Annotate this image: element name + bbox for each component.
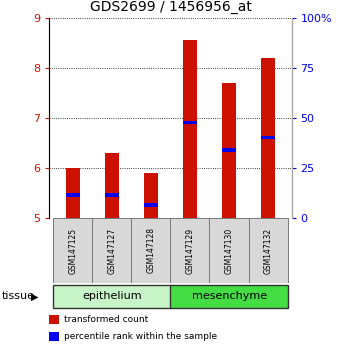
Text: GSM147130: GSM147130 — [225, 227, 234, 274]
Bar — [66, 193, 80, 197]
Bar — [261, 136, 275, 139]
Bar — [131, 218, 170, 282]
Text: mesenchyme: mesenchyme — [192, 291, 267, 302]
Bar — [222, 148, 236, 152]
Bar — [53, 218, 92, 282]
Text: GSM147129: GSM147129 — [186, 227, 194, 274]
Bar — [249, 218, 288, 282]
Bar — [222, 83, 236, 218]
Bar — [261, 58, 275, 218]
Bar — [53, 285, 170, 308]
Text: epithelium: epithelium — [82, 291, 142, 302]
Bar — [209, 218, 249, 282]
Text: GSM147127: GSM147127 — [107, 227, 116, 274]
Text: ▶: ▶ — [31, 291, 39, 302]
Title: GDS2699 / 1456956_at: GDS2699 / 1456956_at — [90, 0, 251, 14]
Bar — [183, 40, 197, 218]
Bar — [170, 285, 288, 308]
Bar — [144, 204, 158, 207]
Text: tissue: tissue — [2, 291, 35, 302]
Bar — [92, 218, 132, 282]
Bar — [144, 173, 158, 218]
Text: GSM147128: GSM147128 — [147, 228, 155, 273]
Text: GSM147132: GSM147132 — [264, 227, 272, 274]
Bar — [170, 218, 210, 282]
Bar — [105, 153, 119, 218]
Bar — [105, 193, 119, 197]
Text: GSM147125: GSM147125 — [69, 227, 77, 274]
Bar — [183, 121, 197, 125]
Text: transformed count: transformed count — [64, 315, 148, 324]
Bar — [66, 168, 80, 218]
Text: percentile rank within the sample: percentile rank within the sample — [64, 332, 217, 341]
